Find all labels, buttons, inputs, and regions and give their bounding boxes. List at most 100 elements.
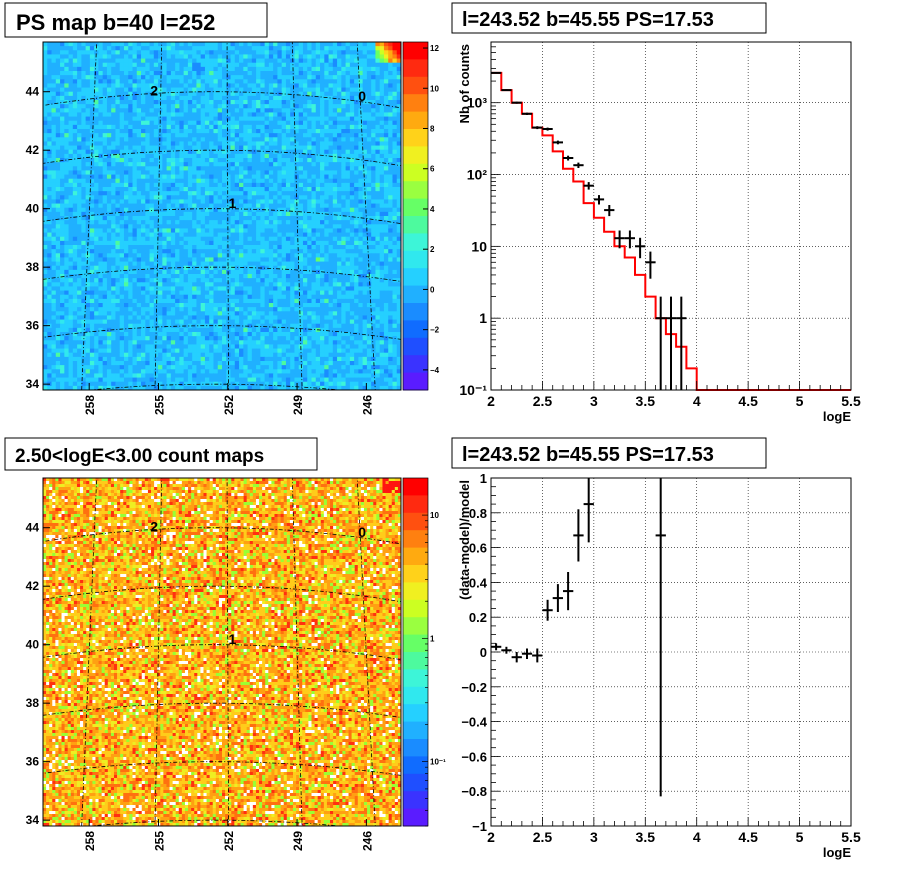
heatmap-cell <box>234 120 240 126</box>
heatmap-cell <box>196 228 202 233</box>
heatmap-cell <box>226 149 231 155</box>
heatmap-cell <box>204 224 210 229</box>
heatmap-cell <box>43 220 48 225</box>
heatmap-cell <box>102 245 108 250</box>
heatmap-cell <box>77 187 82 192</box>
heatmap-cell <box>341 133 346 138</box>
heatmap-cell <box>192 133 197 138</box>
heatmap-cell <box>85 286 91 291</box>
heatmap-cell <box>183 269 189 275</box>
heatmap-cell <box>81 195 87 200</box>
heatmap-cell <box>230 236 236 242</box>
heatmap-cell <box>239 153 244 159</box>
heatmap-cell <box>141 42 146 47</box>
heatmap-cell <box>383 182 389 188</box>
heatmap-cell <box>345 216 351 221</box>
heatmap-cell <box>239 158 244 163</box>
heatmap-cell <box>226 240 231 246</box>
heatmap-cell <box>392 129 398 134</box>
heatmap-cell <box>98 158 104 163</box>
heatmap-cell <box>379 120 385 126</box>
heatmap-cell <box>170 282 176 287</box>
heatmap-cell <box>158 95 163 101</box>
heatmap-cell <box>392 174 398 180</box>
heatmap-cell <box>324 278 329 283</box>
heatmap-cell <box>260 129 266 134</box>
heatmap-cell <box>281 91 287 97</box>
heatmap-cell <box>43 158 48 163</box>
heatmap-cell <box>388 66 393 72</box>
heatmap-cell <box>158 261 163 267</box>
heatmap-cell <box>260 116 266 122</box>
heatmap-cell <box>64 191 69 196</box>
heatmap-cell <box>302 66 308 72</box>
heatmap-cell <box>354 278 359 283</box>
heatmap-cell <box>47 195 52 200</box>
heatmap-cell <box>89 278 95 283</box>
heatmap-cell <box>89 62 95 68</box>
heatmap-cell <box>94 108 99 113</box>
heatmap-cell <box>260 75 266 80</box>
heatmap-cell <box>311 170 317 175</box>
heatmap-cell <box>371 182 376 188</box>
heatmap-cell <box>81 42 87 47</box>
heatmap-cell <box>239 112 244 117</box>
heatmap-cell <box>324 274 329 279</box>
heatmap-cell <box>141 104 146 109</box>
heatmap-cell <box>132 166 138 171</box>
heatmap-cell <box>268 249 274 254</box>
heatmap-cell <box>362 199 368 204</box>
heatmap-cell <box>51 83 57 88</box>
heatmap-cell <box>141 75 146 80</box>
heatmap-cell <box>213 282 219 287</box>
heatmap-cell <box>102 137 108 142</box>
heatmap-cell <box>158 269 163 275</box>
heatmap-cell <box>392 66 398 72</box>
heatmap-cell <box>89 236 95 242</box>
heatmap-cell <box>55 265 61 271</box>
heatmap-cell <box>149 62 155 68</box>
heatmap-cell <box>128 178 133 184</box>
heatmap-cell <box>43 95 48 101</box>
heatmap-cell <box>285 195 291 200</box>
heatmap-cell <box>277 166 283 171</box>
heatmap-cell <box>349 95 355 101</box>
heatmap-cell <box>89 79 95 84</box>
heatmap-cell <box>68 108 74 113</box>
heatmap-cell <box>119 141 125 146</box>
heatmap-cell <box>328 170 334 175</box>
heatmap-cell <box>213 79 219 84</box>
heatmap-cell <box>375 211 381 217</box>
heatmap-cell <box>349 199 355 204</box>
heatmap-cell <box>311 265 317 271</box>
heatmap-cell <box>128 79 133 84</box>
heatmap-cell <box>145 124 150 130</box>
heatmap-cell <box>362 66 368 72</box>
heatmap-cell <box>136 124 142 130</box>
heatmap-cell <box>290 187 295 192</box>
heatmap-cell <box>81 220 87 225</box>
heatmap-cell <box>285 158 291 163</box>
heatmap-cell <box>217 120 223 126</box>
heatmap-cell <box>302 120 308 126</box>
heatmap-cell <box>81 112 87 117</box>
heatmap-cell <box>196 207 202 213</box>
heatmap-cell <box>213 220 219 225</box>
heatmap-cell <box>239 50 244 55</box>
heatmap-cell <box>392 124 398 130</box>
heatmap-cell <box>213 249 219 254</box>
heatmap-cell <box>302 87 308 93</box>
heatmap-cell <box>320 232 325 238</box>
heatmap-cell <box>337 112 342 117</box>
heatmap-cell <box>213 42 219 47</box>
heatmap-cell <box>349 58 355 64</box>
heatmap-cell <box>298 178 304 184</box>
heatmap-cell <box>51 232 57 238</box>
heatmap-cell <box>388 158 393 163</box>
heatmap-cell <box>162 137 167 142</box>
heatmap-cell <box>141 149 146 155</box>
heatmap-cell <box>366 166 372 171</box>
heatmap-cell <box>247 104 253 109</box>
heatmap-cell <box>285 166 291 171</box>
heatmap-cell <box>277 174 283 180</box>
